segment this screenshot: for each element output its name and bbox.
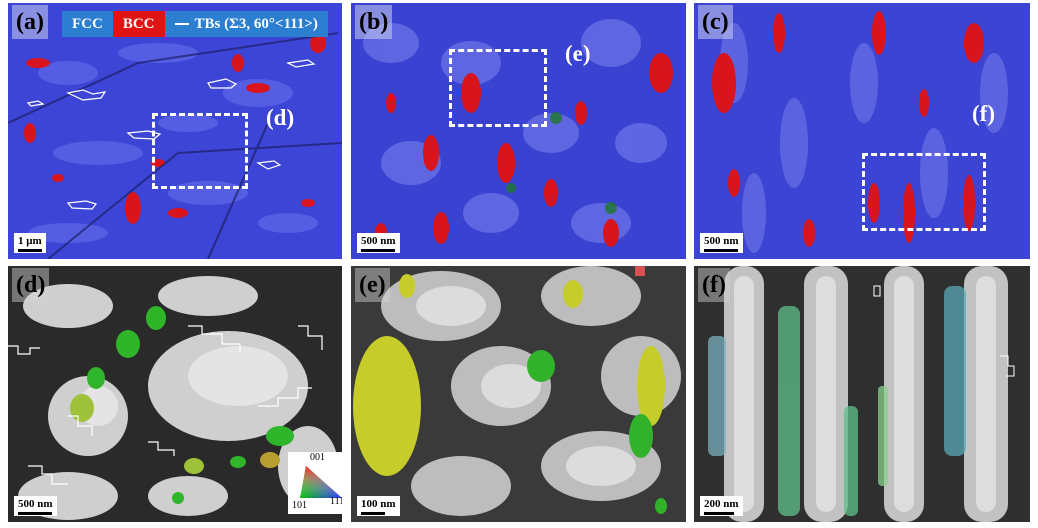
panel-f-scale-label: 200 nm bbox=[704, 498, 739, 510]
panel-b-image bbox=[351, 3, 686, 259]
ipf-key-101: 101 bbox=[292, 500, 307, 511]
tb-line-icon bbox=[174, 23, 189, 25]
panel-e-scale-bar: 100 nm bbox=[357, 496, 400, 516]
panel-b-callout: (e) bbox=[565, 41, 591, 66]
panel-b-scale-label: 500 nm bbox=[361, 235, 396, 247]
panel-a-scale-bar: 1 μm bbox=[14, 233, 46, 253]
panel-a-label: (a) bbox=[12, 5, 48, 39]
panel-c: (c) (f) 500 nm bbox=[694, 3, 1030, 259]
ipf-key-111: 111 bbox=[330, 496, 342, 507]
panel-a-image bbox=[8, 3, 342, 259]
panel-e: (e) 100 nm bbox=[351, 266, 686, 522]
panel-f-scale-bar: 200 nm bbox=[700, 496, 743, 516]
legend-tb-label: TBs (Σ3, 60°<111>) bbox=[194, 16, 318, 32]
panel-d-scale-label: 500 nm bbox=[18, 498, 53, 510]
panel-b-region-box bbox=[449, 49, 547, 127]
panel-d-scale-bar: 500 nm bbox=[14, 496, 57, 516]
panel-b: (b) (e) 500 nm bbox=[351, 3, 686, 259]
panel-f-label: (f) bbox=[698, 268, 730, 302]
panel-f: (f) 200 nm bbox=[694, 266, 1030, 522]
panel-a-scale-label: 1 μm bbox=[18, 235, 42, 247]
panel-c-scale-bar: 500 nm bbox=[700, 233, 743, 253]
panel-d: (d) 001 101 111 500 nm bbox=[8, 266, 342, 522]
panel-b-label: (b) bbox=[355, 5, 393, 39]
ipf-color-key: 001 101 111 bbox=[288, 452, 342, 514]
legend-bcc: BCC bbox=[112, 11, 165, 37]
panel-c-region-box bbox=[862, 153, 986, 231]
panel-a: FCC BCC TBs (Σ3, 60°<111>) (a) (d) 1 μm bbox=[8, 3, 342, 259]
phase-legend: FCC BCC TBs (Σ3, 60°<111>) bbox=[62, 11, 328, 37]
panel-f-image bbox=[694, 266, 1030, 522]
panel-d-label: (d) bbox=[12, 268, 50, 302]
panel-e-scale-label: 100 nm bbox=[361, 498, 396, 510]
panel-c-scale-label: 500 nm bbox=[704, 235, 739, 247]
panel-b-scale-bar: 500 nm bbox=[357, 233, 400, 253]
panel-c-callout: (f) bbox=[972, 101, 995, 126]
ipf-triangle-icon bbox=[300, 466, 342, 498]
legend-fcc: FCC bbox=[62, 11, 113, 37]
legend-tb: TBs (Σ3, 60°<111>) bbox=[164, 11, 328, 37]
panel-a-region-box bbox=[152, 113, 248, 189]
panel-c-label: (c) bbox=[698, 5, 733, 39]
panel-d-image bbox=[8, 266, 342, 522]
panel-e-image bbox=[351, 266, 686, 522]
ipf-key-001: 001 bbox=[310, 452, 325, 463]
panel-e-label: (e) bbox=[355, 268, 390, 302]
panel-a-callout: (d) bbox=[266, 105, 295, 130]
